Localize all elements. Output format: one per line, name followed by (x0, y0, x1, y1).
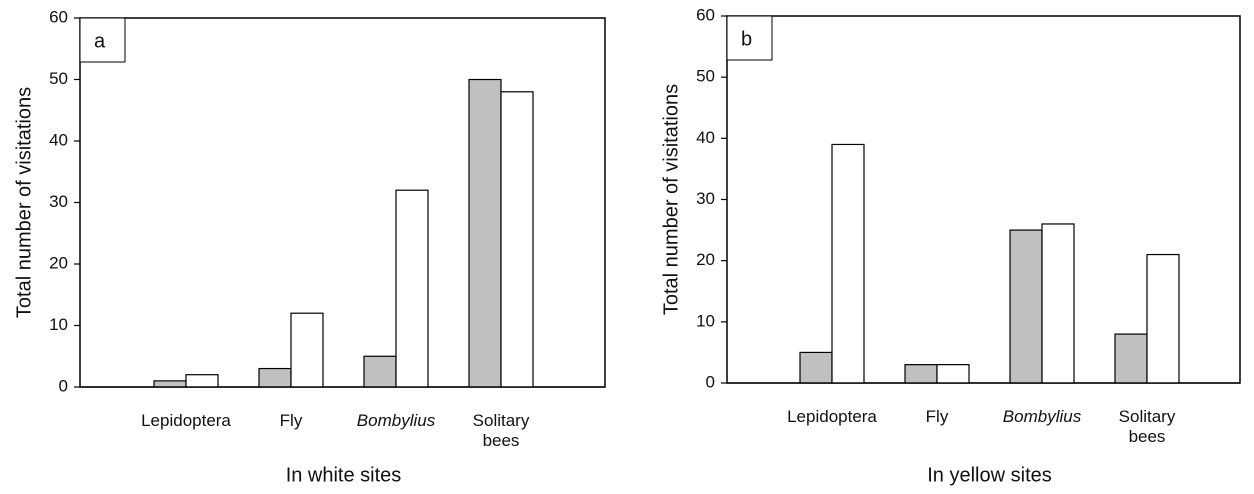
bar (153, 380, 187, 388)
panel-box (79, 17, 126, 63)
y-tick-label: 60 (696, 5, 715, 24)
x-tick-label: Lepidoptera (141, 411, 231, 430)
y-tick-label: 0 (706, 372, 715, 391)
x-tick-label: Lepidoptera (787, 407, 877, 426)
bar (936, 364, 970, 384)
y-tick-label: 30 (49, 192, 68, 211)
bar (395, 189, 429, 388)
bar (258, 367, 292, 388)
bar (290, 312, 324, 388)
x-tick-label: Fly (279, 411, 303, 430)
bar (831, 143, 865, 384)
y-tick-label: 50 (696, 67, 715, 86)
y-tick-label: 40 (696, 128, 715, 147)
bar (1009, 229, 1043, 384)
y-tick-label: 40 (49, 130, 68, 149)
y-tick-label: 30 (696, 189, 715, 208)
y-tick-label: 10 (696, 311, 715, 330)
bar (1114, 333, 1148, 384)
x-tick-label: Bombylius (356, 411, 436, 430)
bar (1146, 253, 1180, 384)
y-tick-label: 50 (49, 69, 68, 88)
y-tick-label: 60 (49, 7, 68, 26)
bar (1041, 223, 1075, 384)
y-axis-label: Total number of visitations (13, 87, 35, 318)
x-axis-label: In yellow sites (927, 464, 1052, 486)
bar (500, 91, 534, 388)
y-tick-label: 20 (696, 250, 715, 269)
x-tick-label: Solitary bees (472, 411, 530, 450)
y-tick-label: 20 (49, 253, 68, 272)
y-tick-label: 10 (49, 315, 68, 334)
panel-label: b (741, 28, 752, 50)
panel-label: a (94, 30, 106, 52)
bar (799, 351, 833, 384)
y-axis-label: Total number of visitations (660, 84, 682, 315)
bar (468, 78, 502, 388)
y-tick-label: 0 (59, 376, 68, 395)
x-axis-label: In white sites (286, 464, 402, 486)
bar (904, 364, 938, 384)
x-tick-label: Bombylius (1002, 407, 1082, 426)
bar (363, 355, 397, 388)
x-tick-label: Solitary bees (1118, 407, 1176, 446)
x-tick-label: Fly (925, 407, 949, 426)
panel-box (726, 15, 773, 61)
bar (185, 374, 219, 388)
